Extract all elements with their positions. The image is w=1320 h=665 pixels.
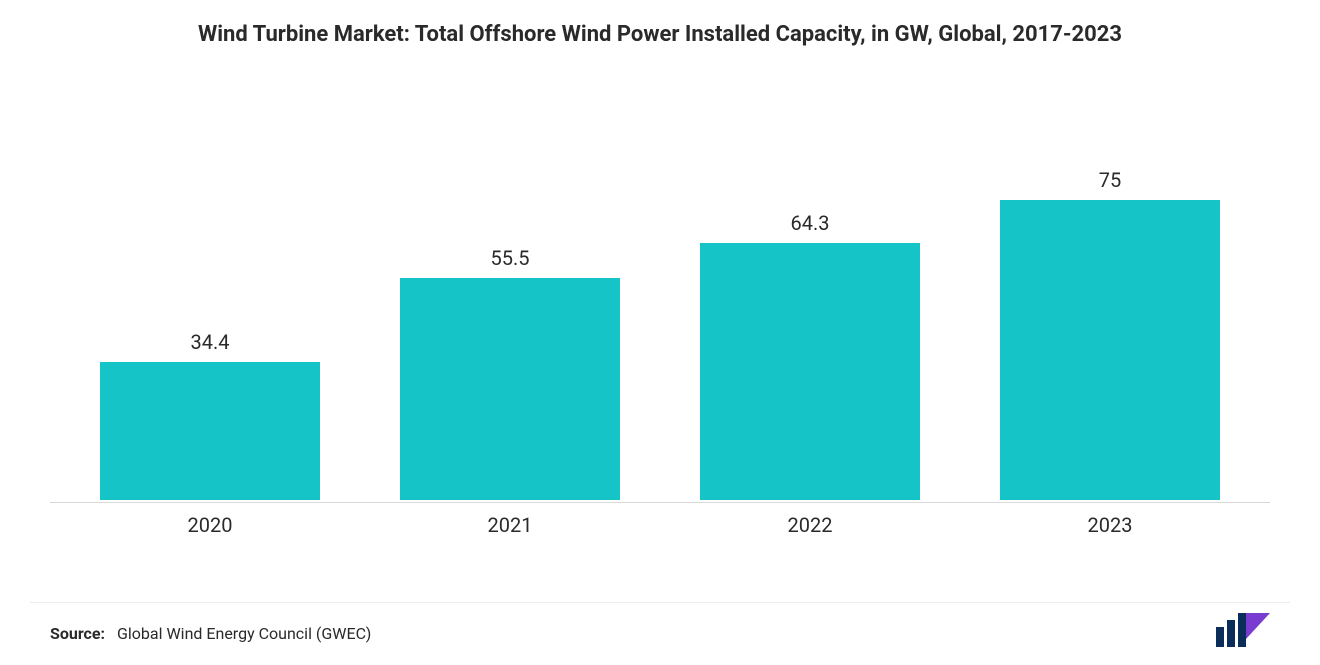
xaxis-label: 2023	[990, 513, 1230, 537]
chart-title: Wind Turbine Market: Total Offshore Wind…	[110, 20, 1210, 50]
bar	[400, 278, 620, 500]
bar	[1000, 200, 1220, 500]
bar	[700, 243, 920, 500]
logo-icon	[1216, 613, 1270, 647]
chart-xaxis: 2020 2021 2022 2023	[50, 502, 1270, 537]
xaxis-label: 2022	[690, 513, 930, 537]
bar-value-label: 64.3	[791, 211, 830, 235]
bar-value-label: 34.4	[191, 330, 230, 354]
bar-value-label: 55.5	[491, 246, 530, 270]
bar	[100, 362, 320, 500]
xaxis-label: 2021	[390, 513, 630, 537]
xaxis-tick: 2022	[690, 503, 930, 537]
chart-container: Wind Turbine Market: Total Offshore Wind…	[0, 0, 1320, 665]
source-text: Global Wind Energy Council (GWEC)	[117, 624, 371, 643]
source-label: Source:	[50, 624, 105, 643]
bar-group: 55.5	[390, 100, 630, 500]
footer-divider	[30, 602, 1290, 603]
bar-group: 75	[990, 100, 1230, 500]
brand-logo	[1216, 613, 1270, 647]
bar-value-label: 75	[1099, 168, 1121, 192]
chart-plot-area: 34.4 55.5 64.3 75	[50, 100, 1270, 500]
xaxis-tick: 2023	[990, 503, 1230, 537]
xaxis-tick: 2020	[90, 503, 330, 537]
bar-group: 34.4	[90, 100, 330, 500]
xaxis-label: 2020	[90, 513, 330, 537]
xaxis-tick: 2021	[390, 503, 630, 537]
chart-footer: Source: Global Wind Energy Council (GWEC…	[50, 624, 371, 643]
bar-group: 64.3	[690, 100, 930, 500]
